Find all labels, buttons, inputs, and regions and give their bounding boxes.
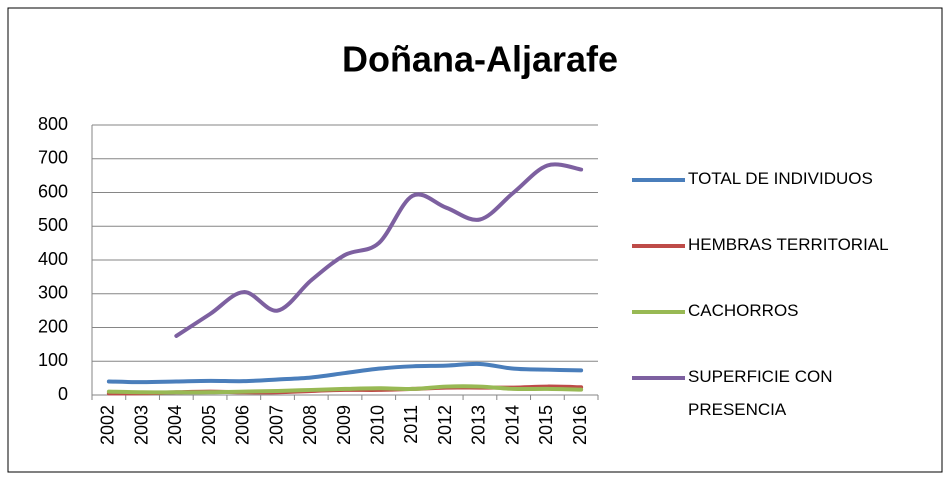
legend-line: CACHORROS: [688, 301, 799, 320]
x-tick-label: 2003: [131, 405, 151, 445]
y-tick-label: 500: [38, 215, 68, 235]
x-tick-label: 2015: [536, 405, 556, 445]
y-tick-label: 100: [38, 350, 68, 370]
x-tick-label: 2009: [334, 405, 354, 445]
y-tick-label: 200: [38, 316, 68, 336]
x-tick-label: 2005: [199, 405, 219, 445]
x-tick-label: 2013: [469, 405, 489, 445]
chart-title: Doñana-Aljarafe: [342, 39, 618, 80]
x-tick-label: 2008: [300, 405, 320, 445]
legend-label: TOTAL DE INDIVIDUOS: [688, 169, 873, 188]
y-tick-label: 300: [38, 283, 68, 303]
x-tick-label: 2004: [165, 405, 185, 445]
legend-line: PRESENCIA: [688, 400, 787, 419]
y-tick-label: 0: [58, 384, 68, 404]
x-tick-label: 2016: [570, 405, 590, 445]
y-tick-label: 400: [38, 249, 68, 269]
x-tick-label: 2011: [401, 405, 421, 444]
y-tick-label: 800: [38, 114, 68, 134]
x-tick-label: 2012: [435, 405, 455, 445]
legend-line: HEMBRAS TERRITORIAL: [688, 235, 889, 254]
y-tick-label: 700: [38, 148, 68, 168]
legend-label: SUPERFICIE CON PRESENCIA: [688, 367, 833, 419]
y-tick-label: 600: [38, 181, 68, 201]
series-line: [174, 162, 584, 338]
x-tick-label: 2007: [266, 405, 286, 445]
x-tick-label: 2006: [233, 405, 253, 445]
x-tick-label: 2010: [367, 405, 387, 445]
legend-line: SUPERFICIE CON: [688, 367, 833, 386]
series-line: [106, 361, 584, 385]
legend-label: HEMBRAS TERRITORIAL: [688, 235, 889, 254]
legend-line: TOTAL DE INDIVIDUOS: [688, 169, 873, 188]
x-tick-label: 2002: [98, 405, 118, 445]
series-line: [106, 384, 584, 395]
legend-label: CACHORROS: [688, 301, 799, 320]
x-tick-label: 2014: [502, 405, 522, 445]
